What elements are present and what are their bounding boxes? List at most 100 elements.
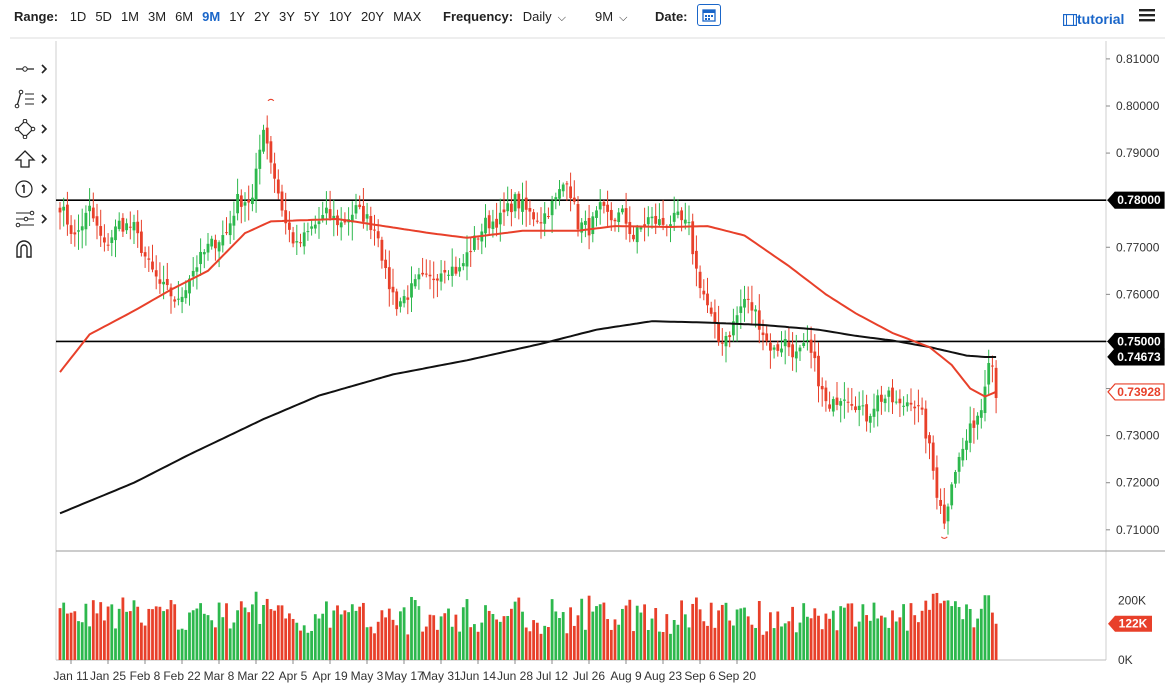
range-5y[interactable]: 5Y bbox=[303, 9, 320, 24]
volume-bar bbox=[225, 603, 228, 660]
volume-bar bbox=[117, 608, 121, 660]
volume-bar bbox=[717, 610, 720, 660]
candlestick bbox=[717, 305, 720, 346]
crosshair-tool[interactable] bbox=[12, 54, 52, 84]
numbered-marker-icon bbox=[15, 180, 48, 198]
candlestick bbox=[125, 218, 128, 235]
x-tick-label: Sep 20 bbox=[718, 669, 756, 683]
candlestick bbox=[402, 289, 406, 308]
candle-body bbox=[991, 365, 994, 367]
calendar-icon[interactable] bbox=[697, 4, 721, 26]
volume-bar bbox=[787, 621, 791, 660]
candle-body bbox=[173, 299, 177, 302]
candlestick bbox=[658, 203, 661, 228]
candle-body bbox=[561, 184, 565, 192]
candle-body bbox=[95, 216, 99, 226]
volume-bar bbox=[898, 617, 902, 660]
fibonacci-tool[interactable] bbox=[12, 204, 52, 234]
candle-body bbox=[502, 209, 506, 213]
range-1d[interactable]: 1D bbox=[69, 9, 87, 24]
tutorial-link[interactable]: tutorial bbox=[1062, 11, 1125, 29]
range-5d[interactable]: 5D bbox=[95, 9, 112, 24]
candle-body bbox=[487, 215, 491, 229]
candlestick bbox=[584, 210, 587, 238]
candle-body bbox=[584, 220, 587, 225]
range-max[interactable]: MAX bbox=[393, 9, 422, 24]
x-tick-label: Jan 25 bbox=[90, 669, 126, 683]
period-dropdown[interactable]: 9M ⌵ bbox=[595, 9, 627, 25]
candle-body bbox=[280, 191, 284, 211]
candlestick bbox=[554, 192, 558, 210]
candlestick bbox=[221, 220, 225, 253]
annotation-tool[interactable] bbox=[12, 174, 52, 204]
volume-bar bbox=[665, 614, 669, 660]
volume-bar bbox=[543, 625, 547, 660]
range-9m[interactable]: 9M bbox=[202, 9, 221, 24]
candlestick bbox=[683, 202, 687, 230]
volume-bar bbox=[480, 622, 484, 660]
volume-bar bbox=[506, 615, 510, 660]
volume-axis-label: 200K bbox=[1118, 594, 1146, 608]
candlestick bbox=[421, 257, 424, 277]
trendline-tool[interactable] bbox=[12, 84, 52, 114]
candle-body bbox=[724, 335, 728, 347]
candle-body bbox=[743, 298, 746, 308]
volume-bar bbox=[450, 626, 454, 660]
candle-body bbox=[424, 273, 428, 275]
range-1y[interactable]: 1Y bbox=[229, 9, 246, 24]
y-tick-label: 0.72000 bbox=[1116, 476, 1160, 490]
volume-bar bbox=[942, 600, 946, 660]
range-3m[interactable]: 3M bbox=[148, 9, 167, 24]
candlestick bbox=[391, 268, 395, 305]
frequency-dropdown[interactable]: Daily ⌵ bbox=[523, 9, 566, 24]
shapes-tool[interactable] bbox=[12, 114, 52, 144]
range-1m[interactable]: 1M bbox=[120, 9, 139, 24]
volume-bar bbox=[169, 600, 173, 660]
film-icon bbox=[1062, 13, 1078, 29]
candle-body bbox=[273, 163, 276, 179]
candlestick bbox=[262, 124, 265, 154]
volume-bar bbox=[724, 602, 728, 660]
y-tick-label: 0.71000 bbox=[1116, 523, 1160, 537]
candlestick bbox=[121, 213, 125, 237]
candle-body bbox=[850, 404, 854, 406]
candle-body bbox=[524, 197, 528, 210]
tutorial-label: tutorial bbox=[1077, 11, 1125, 27]
volume-bar bbox=[572, 625, 576, 660]
low-marker bbox=[940, 536, 948, 539]
candlestick bbox=[591, 212, 595, 243]
candle-body bbox=[746, 298, 750, 300]
volume-bar bbox=[757, 601, 761, 660]
volume-axis-label: 0K bbox=[1118, 653, 1133, 667]
range-20y[interactable]: 20Y bbox=[360, 9, 385, 24]
candle-body bbox=[554, 197, 558, 201]
candle-body bbox=[902, 405, 905, 407]
candlestick bbox=[354, 193, 358, 219]
volume-bar bbox=[580, 598, 584, 660]
magnet-tool[interactable] bbox=[12, 234, 52, 264]
volume-bar bbox=[743, 607, 746, 660]
candlestick bbox=[299, 233, 302, 248]
candle-body bbox=[854, 406, 857, 411]
candlestick bbox=[165, 262, 169, 291]
volume-bar bbox=[865, 615, 868, 660]
candle-body bbox=[317, 221, 321, 225]
candlestick bbox=[547, 207, 550, 219]
candlestick bbox=[284, 192, 288, 235]
volume-bar bbox=[347, 612, 350, 660]
candlestick bbox=[669, 215, 672, 243]
hamburger-menu-icon[interactable] bbox=[1139, 8, 1155, 25]
candle-body bbox=[794, 351, 798, 359]
range-2y[interactable]: 2Y bbox=[254, 9, 270, 24]
volume-bar bbox=[217, 602, 221, 660]
y-tick-label: 0.76000 bbox=[1116, 287, 1160, 301]
arrow-tool[interactable] bbox=[12, 144, 52, 174]
range-6m[interactable]: 6M bbox=[175, 9, 194, 24]
range-10y[interactable]: 10Y bbox=[328, 9, 352, 24]
volume-bar bbox=[954, 601, 957, 660]
candlestick bbox=[432, 261, 436, 299]
volume-bar bbox=[861, 604, 865, 660]
volume-bar bbox=[421, 631, 424, 660]
range-3y[interactable]: 3Y bbox=[279, 9, 295, 24]
